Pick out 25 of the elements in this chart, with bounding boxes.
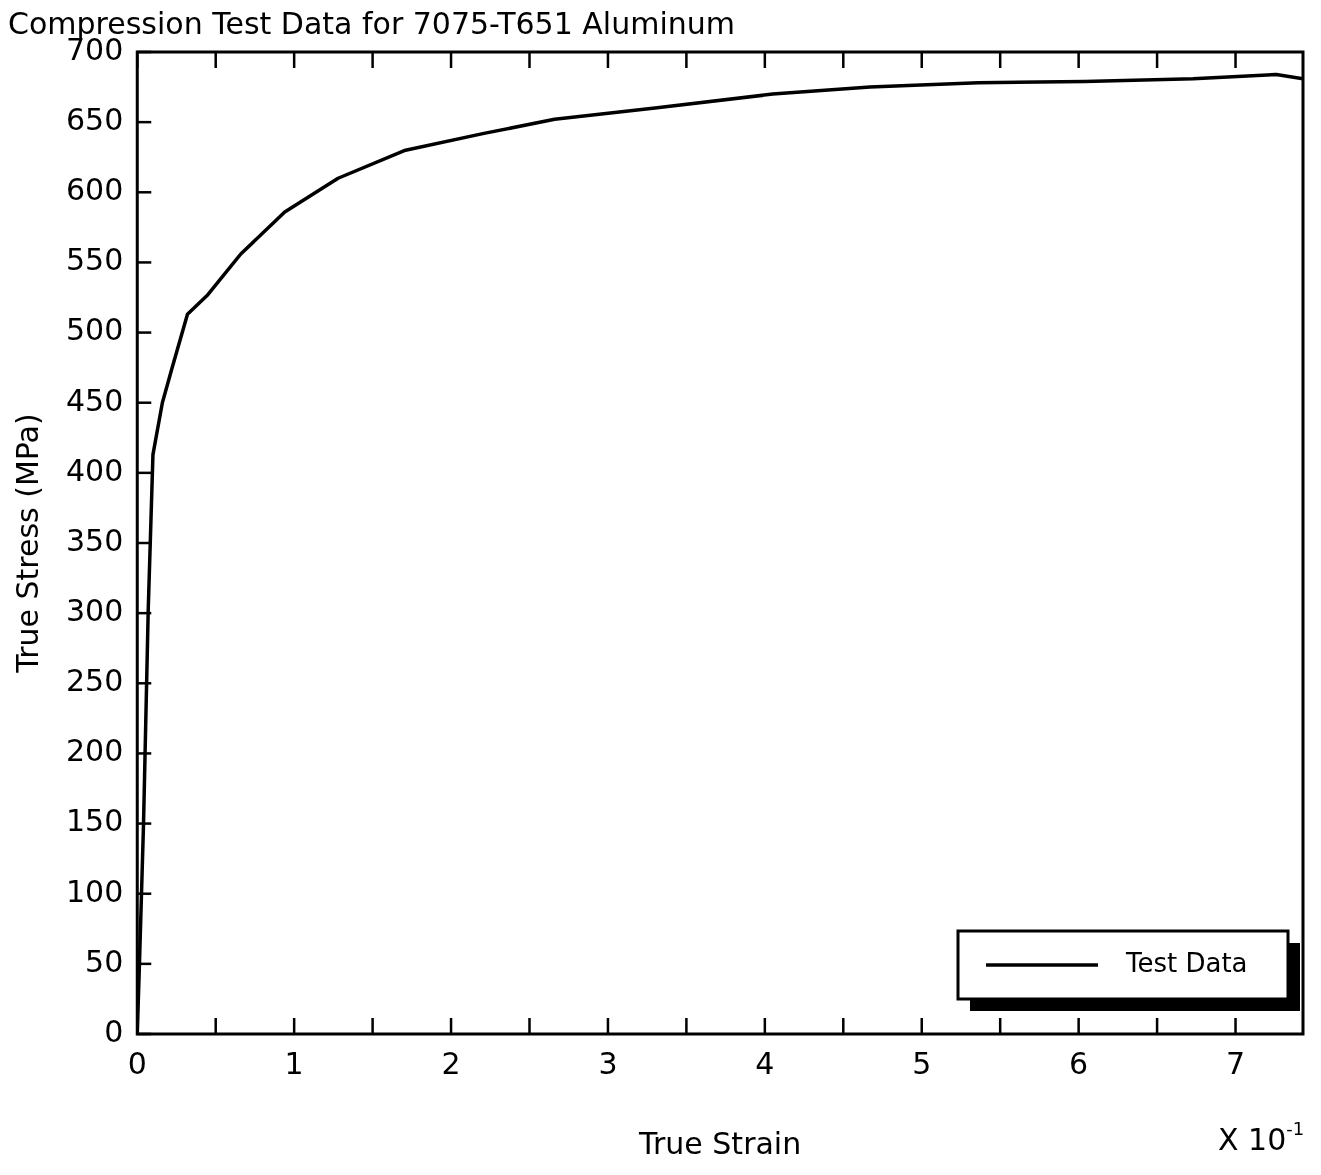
y-tick-label: 400 (66, 452, 124, 488)
x-tick-label: 3 (598, 1045, 618, 1081)
y-tick-label: 200 (66, 733, 124, 769)
x-tick-label: 5 (912, 1045, 932, 1081)
y-tick-label: 350 (66, 522, 124, 558)
y-tick-label: 600 (66, 172, 124, 208)
y-tick-label: 300 (66, 592, 124, 628)
y-axis-title: True Stress (MPa) (9, 413, 45, 674)
y-tick-label: 250 (66, 663, 124, 699)
legend-label: Test Data (1125, 947, 1248, 978)
x-tick-label: 7 (1225, 1045, 1246, 1081)
x-tick-label: 2 (441, 1045, 461, 1081)
y-tick-label: 450 (66, 382, 124, 418)
x-axis-title: True Strain (638, 1125, 802, 1161)
x-tick-label: 4 (755, 1045, 775, 1081)
y-tick-label: 100 (66, 873, 124, 909)
x-tick-label: 6 (1069, 1045, 1089, 1081)
x-tick-label: 0 (127, 1045, 147, 1081)
y-tick-label: 500 (66, 312, 124, 348)
y-tick-label: 0 (104, 1013, 124, 1049)
y-tick-label: 50 (85, 943, 124, 979)
y-tick-label: 550 (66, 242, 124, 278)
x-tick-label: 1 (284, 1045, 304, 1081)
y-tick-label: 650 (66, 101, 124, 137)
y-tick-label: 150 (66, 803, 124, 839)
